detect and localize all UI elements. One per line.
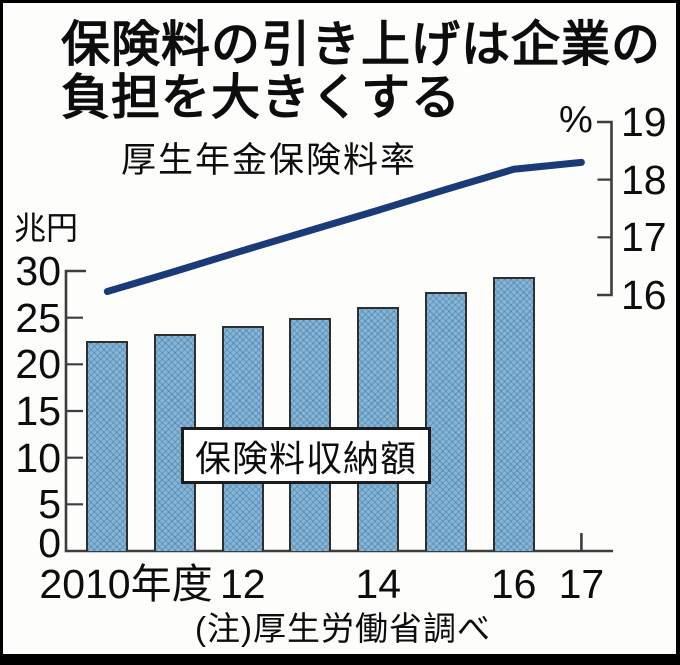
chart-canvas: [64, 120, 613, 553]
chart-title-line2: 負担を大きくする: [61, 71, 462, 125]
x-axis-label-12: 12: [219, 561, 266, 607]
left-axis-ticks: [66, 316, 83, 506]
left-axis-unit-label: 兆円: [14, 210, 79, 246]
right-axis-label-18: 18: [621, 156, 667, 203]
bar-series-label: 保険料収納額: [194, 437, 417, 479]
x-axis-label-16: 16: [490, 561, 537, 607]
right-axis-bracket: [597, 120, 613, 297]
right-axis-label-16: 16: [621, 272, 667, 318]
chart-title-line1: 保険料の引き上げは企業の: [61, 18, 662, 72]
pension-rate-line: [103, 158, 585, 296]
left-axis-label-20: 20: [15, 341, 61, 388]
left-axis-label-5: 5: [38, 481, 61, 528]
bar-16: [492, 276, 535, 551]
bar-15: [424, 292, 467, 551]
right-axis-unit-label: %: [559, 99, 593, 141]
x-axis-label-2010: 2010年度: [39, 561, 213, 607]
line-series-label: 厚生年金保険料率: [121, 141, 418, 180]
left-axis-label-10: 10: [15, 434, 61, 481]
x-axis-label-17: 17: [558, 561, 605, 607]
x-axis-label-14: 14: [355, 561, 402, 607]
right-axis-label-19: 19: [621, 98, 667, 145]
bar-series-label-box: 保険料収納額: [181, 427, 431, 484]
right-axis-ticks: [597, 178, 612, 239]
left-axis-label-30: 30: [15, 248, 61, 294]
left-axis-label-15: 15: [15, 388, 61, 434]
left-axis-label-25: 25: [15, 294, 61, 341]
left-axis-label-0: 0: [38, 520, 61, 566]
bar-2010年度: [86, 341, 129, 551]
source-note: (注)厚生労働省調べ: [195, 610, 491, 647]
chart-title: 保険料の引き上げは企業の 負担を大きくする: [61, 19, 661, 125]
right-axis-label-17: 17: [621, 214, 667, 261]
